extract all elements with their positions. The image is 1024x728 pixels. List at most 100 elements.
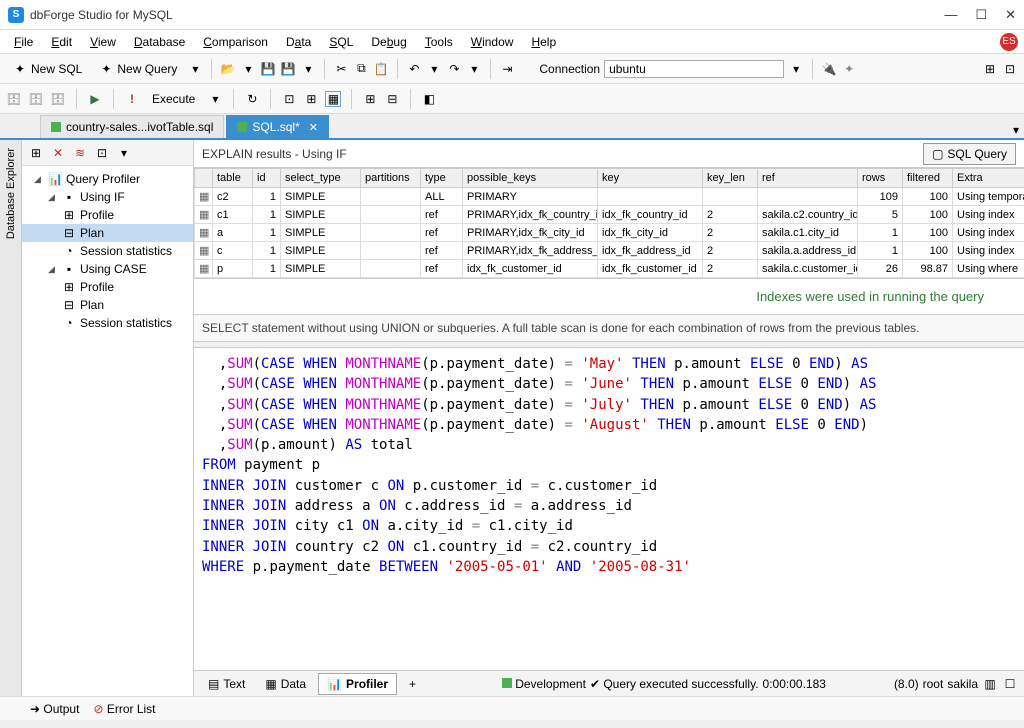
doc-tab-active[interactable]: SQL.sql* ✕ (226, 115, 329, 138)
dropdown-icon[interactable]: ▾ (240, 61, 256, 77)
doc-tab[interactable]: country-sales...ivotTable.sql (40, 115, 224, 138)
tree-item-plan[interactable]: ⊟Plan (22, 296, 193, 314)
dropdown-icon[interactable]: ▾ (426, 61, 442, 77)
minimize-button[interactable]: — (944, 7, 957, 23)
menu-edit[interactable]: Edit (43, 33, 80, 51)
sql-editor[interactable]: ,SUM(CASE WHEN MONTHNAME(p.payment_date)… (194, 348, 1024, 670)
menu-debug[interactable]: Debug (363, 33, 414, 51)
compare-icon[interactable]: ≋ (72, 145, 88, 161)
tool-icon[interactable]: ⊞ (303, 91, 319, 107)
tree-item-plan[interactable]: ⊟Plan (22, 224, 193, 242)
col-header[interactable]: filtered (903, 169, 953, 188)
separator (270, 89, 271, 109)
add-tab[interactable]: + (401, 674, 424, 694)
app-title: dbForge Studio for MySQL (30, 8, 944, 22)
save-all-icon[interactable]: 💾 (280, 61, 296, 77)
tree-item-stats[interactable]: ◔Session statistics (22, 314, 193, 332)
table-row[interactable]: ▦c21SIMPLEALLPRIMARY109100Using temporar… (195, 188, 1024, 206)
tab-label: SQL.sql* (252, 120, 299, 134)
refresh-icon[interactable]: ↻ (244, 91, 260, 107)
tree-group[interactable]: ◢▪Using IF (22, 188, 193, 206)
db-icon[interactable]: 🗄 (6, 91, 22, 107)
table-row[interactable]: ▦c11SIMPLErefPRIMARY,idx_fk_country_idid… (195, 206, 1024, 224)
tool-icon[interactable]: ⊞ (982, 61, 998, 77)
db-explorer-tab[interactable]: Database Explorer (0, 140, 22, 696)
table-row[interactable]: ▦p1SIMPLErefidx_fk_customer_ididx_fk_cus… (195, 260, 1024, 278)
tab-data[interactable]: ▦Data (257, 674, 314, 694)
col-header[interactable]: key_len (703, 169, 758, 188)
tool-icon[interactable]: ⊟ (384, 91, 400, 107)
tool-icon[interactable]: ⊞ (362, 91, 378, 107)
sql-query-button[interactable]: ▢SQL Query (923, 143, 1016, 165)
nav-icon[interactable]: ⇥ (499, 61, 515, 77)
execute-button[interactable]: Execute (146, 89, 201, 109)
delete-icon[interactable]: ✕ (50, 145, 66, 161)
tool-icon[interactable]: ▦ (325, 91, 341, 107)
col-header[interactable]: Extra (953, 169, 1024, 188)
menu-comparison[interactable]: Comparison (195, 33, 276, 51)
col-header[interactable]: partitions (361, 169, 421, 188)
undo-icon[interactable]: ↶ (406, 61, 422, 77)
table-row[interactable]: ▦c1SIMPLErefPRIMARY,idx_fk_address_ididx… (195, 242, 1024, 260)
tool-icon[interactable]: ✦ (841, 61, 857, 77)
tab-text[interactable]: ▤Text (200, 674, 253, 694)
tool-icon[interactable]: ◧ (421, 91, 437, 107)
dropdown-icon[interactable]: ▾ (116, 145, 132, 161)
menu-file[interactable]: File (6, 33, 41, 51)
tool-icon[interactable]: ⊞ (28, 145, 44, 161)
paste-icon[interactable]: 📋 (373, 61, 389, 77)
dropdown-icon[interactable]: ▾ (207, 91, 223, 107)
menu-view[interactable]: View (82, 33, 124, 51)
env-label: Development (515, 677, 586, 691)
col-header[interactable]: id (253, 169, 281, 188)
tool-icon[interactable]: ⊡ (281, 91, 297, 107)
db-icon[interactable]: 🗄 (28, 91, 44, 107)
tool-icon[interactable]: ⊡ (1002, 61, 1018, 77)
tree-group[interactable]: ◢▪Using CASE (22, 260, 193, 278)
plug-icon[interactable]: 🔌 (821, 61, 837, 77)
new-query-button[interactable]: ✦New Query (92, 58, 183, 80)
tool-icon[interactable]: ⊡ (94, 145, 110, 161)
output-tab[interactable]: ➜ Output (30, 702, 79, 716)
close-icon[interactable]: ✕ (309, 121, 318, 134)
menu-window[interactable]: Window (463, 33, 522, 51)
col-header[interactable]: ref (758, 169, 858, 188)
dropdown-icon[interactable]: ▾ (1008, 122, 1024, 138)
col-header[interactable]: possible_keys (463, 169, 598, 188)
new-sql-button[interactable]: ✦New SQL (6, 58, 88, 80)
menu-tools[interactable]: Tools (417, 33, 461, 51)
col-header[interactable]: type (421, 169, 463, 188)
db-icon[interactable]: 🗄 (50, 91, 66, 107)
col-header[interactable]: select_type (281, 169, 361, 188)
tree-item-profile[interactable]: ⊞Profile (22, 206, 193, 224)
menu-database[interactable]: Database (126, 33, 193, 51)
menu-help[interactable]: Help (523, 33, 564, 51)
dropdown-icon[interactable]: ▾ (187, 61, 203, 77)
stop-icon[interactable]: ! (124, 91, 140, 107)
save-icon[interactable]: 💾 (260, 61, 276, 77)
dropdown-icon[interactable]: ▾ (466, 61, 482, 77)
tree-item-stats[interactable]: ◔Session statistics (22, 242, 193, 260)
tree-item-profile[interactable]: ⊞Profile (22, 278, 193, 296)
run-icon[interactable]: ▶ (87, 91, 103, 107)
open-icon[interactable]: 📂 (220, 61, 236, 77)
dropdown-icon[interactable]: ▾ (300, 61, 316, 77)
connection-select[interactable] (604, 60, 784, 78)
col-header[interactable]: rows (858, 169, 903, 188)
menu-sql[interactable]: SQL (321, 33, 361, 51)
error-list-tab[interactable]: ⊘ Error List (93, 702, 155, 716)
tool-icon[interactable]: ▥ (982, 676, 998, 692)
table-row[interactable]: ▦a1SIMPLErefPRIMARY,idx_fk_city_ididx_fk… (195, 224, 1024, 242)
col-header[interactable]: key (598, 169, 703, 188)
menu-data[interactable]: Data (278, 33, 319, 51)
copy-icon[interactable]: ⧉ (353, 61, 369, 77)
close-button[interactable]: ✕ (1005, 7, 1016, 23)
redo-icon[interactable]: ↷ (446, 61, 462, 77)
tree-root[interactable]: ◢📊Query Profiler (22, 170, 193, 188)
col-header[interactable]: table (213, 169, 253, 188)
maximize-button[interactable]: ☐ (975, 7, 987, 23)
dropdown-icon[interactable]: ▾ (788, 61, 804, 77)
tool-icon[interactable]: ☐ (1002, 676, 1018, 692)
cut-icon[interactable]: ✂ (333, 61, 349, 77)
tab-profiler[interactable]: 📊Profiler (318, 673, 397, 695)
